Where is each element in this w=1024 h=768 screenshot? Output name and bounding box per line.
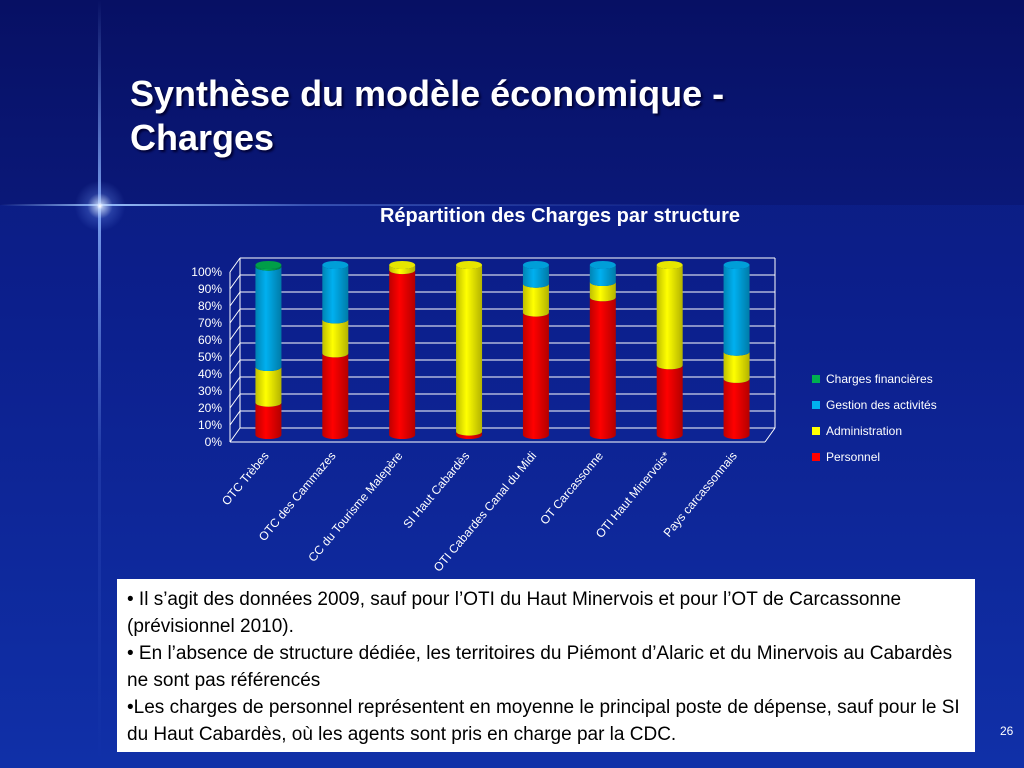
y-tick-label: 10% <box>198 418 222 432</box>
bar-segment-gestion-des-activit-s <box>723 265 750 356</box>
slide-title: Synthèse du modèle économique - Charges <box>130 73 725 158</box>
gridline-depth <box>229 359 241 375</box>
y-tick-label: 60% <box>198 333 222 347</box>
bar-segment-administration <box>255 367 282 407</box>
bar-segment-gestion-des-activit-s <box>522 265 549 288</box>
gridline-depth <box>229 376 241 392</box>
bar-segment-administration <box>522 283 549 317</box>
bar-top-cap <box>255 261 282 269</box>
gridline-depth <box>229 325 241 341</box>
gridline-depth <box>229 308 241 324</box>
floor-edge <box>764 427 776 443</box>
bar-top-cap <box>389 261 416 269</box>
legend-swatch <box>812 401 820 409</box>
gridline-depth <box>229 274 241 290</box>
bar-segment-personnel <box>589 297 616 439</box>
x-tick-label: SI Haut Cabardès <box>400 449 472 531</box>
decorative-vertical-line <box>98 0 101 768</box>
legend-label: Charges financières <box>826 372 933 386</box>
bar-top-cap <box>322 261 349 269</box>
y-tick-label: 30% <box>198 384 222 398</box>
stacked-bar-chart: 0% 10% 20% 30% 40% 50% 60% 70% 80% 90% 100% OTC Trè… <box>191 257 776 541</box>
legend-item: Personnel <box>812 448 937 474</box>
gridline-depth <box>229 291 241 307</box>
legend-swatch <box>812 427 820 435</box>
bar-segment-personnel <box>389 270 416 439</box>
bar-segment-administration <box>389 265 416 275</box>
legend-item: Gestion des activités <box>812 396 937 422</box>
bar-segment-administration <box>456 265 483 436</box>
note-1: • Il s’agit des données 2009, sauf pour … <box>127 589 902 637</box>
bar-segment-administration <box>656 265 683 370</box>
bar-segment-administration <box>322 319 349 358</box>
bar-segment-personnel <box>522 312 549 439</box>
notes-box: • Il s’agit des données 2009, sauf pour … <box>117 579 975 752</box>
bar-top-cap <box>656 261 683 269</box>
bar-segment-administration <box>723 351 750 383</box>
y-tick-label: 90% <box>198 282 222 296</box>
bar-top-cap <box>723 261 750 269</box>
gridline-depth <box>229 410 241 426</box>
note-3: •Les charges de personnel représentent e… <box>127 697 960 745</box>
legend-swatch <box>812 453 820 461</box>
y-tick-label: 80% <box>198 299 222 313</box>
bar-segment-administration <box>589 282 616 302</box>
legend-label: Personnel <box>826 450 881 464</box>
gridline-depth <box>229 342 241 358</box>
x-tick-label: OT Carcassonne <box>537 449 606 528</box>
bar-top-cap <box>456 261 483 269</box>
y-tick-label: 0% <box>205 435 223 449</box>
note-2: • En l’absence de structure dédiée, les … <box>127 643 953 691</box>
legend-item: Administration <box>812 422 937 448</box>
bar-segment-personnel <box>322 353 349 439</box>
title-band <box>0 0 1024 205</box>
legend-label: Gestion des activités <box>826 398 937 412</box>
bar-segment-personnel <box>255 402 282 439</box>
chart-title: Répartition des Charges par structure <box>379 205 741 227</box>
bar-segment-personnel <box>723 378 750 439</box>
decorative-horizontal-line <box>0 204 1024 206</box>
gridline-depth <box>229 257 241 273</box>
bar-segment-gestion-des-activit-s <box>589 265 616 286</box>
bar-segment-personnel <box>456 431 483 439</box>
y-tick-label: 20% <box>198 401 222 415</box>
bar-segment-gestion-des-activit-s <box>322 265 349 324</box>
legend-swatch <box>812 375 820 383</box>
y-tick-label: 70% <box>198 316 222 330</box>
gridline-depth <box>229 427 241 443</box>
chart-legend: Charges financières Gestion des activités… <box>812 370 937 474</box>
bar-top-cap <box>522 261 549 269</box>
bar-top-cap <box>589 261 616 269</box>
x-tick-label: Pays carcassonnais <box>661 449 740 540</box>
gridline-depth <box>229 393 241 409</box>
y-tick-label: 40% <box>198 367 222 381</box>
page-number: 26 <box>1000 724 1014 738</box>
legend-label: Administration <box>826 424 903 438</box>
decorative-star-glow <box>70 176 130 236</box>
bar-segment-charges-financi-res <box>255 265 282 271</box>
y-tick-label: 100% <box>191 265 222 279</box>
x-tick-label: OTI Haut Minervois* <box>593 449 673 541</box>
x-tick-label: OTC Trèbes <box>219 449 272 508</box>
bar-segment-gestion-des-activit-s <box>255 266 282 371</box>
bar-segment-personnel <box>656 365 683 439</box>
legend-item: Charges financières <box>812 370 937 396</box>
y-tick-label: 50% <box>198 350 222 364</box>
